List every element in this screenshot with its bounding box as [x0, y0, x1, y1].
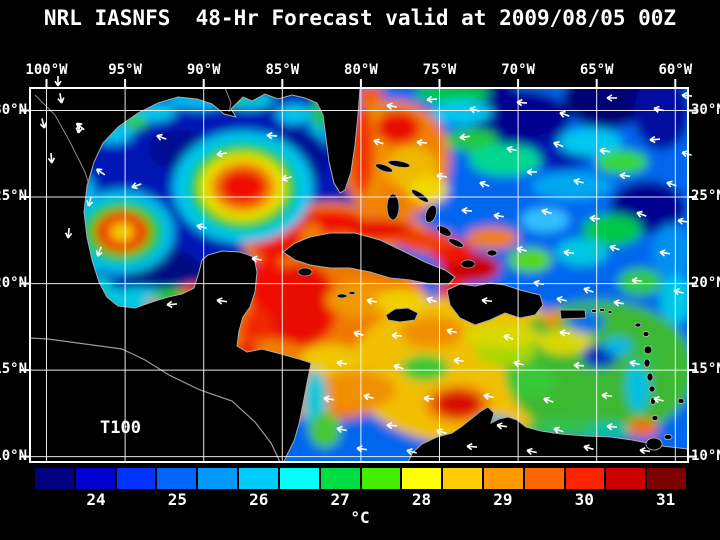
cayman-islands [336, 291, 356, 299]
land-north-america [30, 88, 360, 462]
lon-label: 90°W [186, 62, 221, 78]
land-hispaniola [446, 282, 544, 326]
colorbar-tick-label: 24 [86, 490, 106, 509]
lat-label-left: 30°N [0, 101, 27, 118]
colorbar-tick-label: 27 [330, 490, 350, 509]
land-south-america [408, 407, 688, 462]
colorbar-segment-2 [116, 468, 156, 489]
map-frame [29, 87, 689, 463]
lon-label: 65°W [579, 62, 614, 78]
lon-label: 75°W [422, 62, 457, 78]
river-lines [34, 88, 232, 189]
land-isla-juventud [297, 267, 313, 277]
colorbar-segment-3 [157, 468, 197, 489]
longitude-axis: 100°W 95°W 90°W 85°W 80°W 75°W 70°W 65°W 60°W [0, 62, 720, 80]
land-cuba [282, 232, 456, 286]
lon-label: 95°W [108, 62, 142, 78]
lon-label: 100°W [25, 62, 68, 78]
colorbar-segment-15 [647, 468, 686, 489]
latitude-axis-left: 30°N 25°N 20°N 15°N 10°N [0, 0, 28, 540]
land-puerto-rico [559, 309, 587, 320]
latitude-axis-right: 30°N 25°N 20°N 15°N 10°N [691, 0, 720, 540]
colorbar-segment-8 [361, 468, 401, 489]
colorbar-segment-1 [75, 468, 115, 489]
colorbar-segment-6 [279, 468, 319, 489]
lat-label-right: 30°N [691, 101, 720, 118]
lon-label: 80°W [344, 62, 378, 78]
colorbar-tick-labels: 24 25 26 27 28 29 30 31 [0, 490, 720, 509]
coastline-pacific [30, 337, 281, 462]
land-masses [30, 88, 688, 462]
lat-label-right: 10°N [691, 447, 720, 464]
tick-marks [21, 79, 697, 458]
coastline-south-america [407, 406, 688, 462]
lat-label-left: 20°N [0, 274, 27, 291]
lat-label-left: 10°N [0, 447, 27, 464]
bahamas-islands [375, 160, 498, 269]
colorbar-unit: °C [350, 508, 370, 527]
colorbar-tick-label: 28 [411, 490, 432, 509]
lon-label: 85°W [265, 62, 300, 78]
colorbar-tick-label: 29 [493, 490, 513, 509]
colorbar-segment-13 [565, 468, 605, 489]
colorbar-segment-12 [524, 468, 564, 489]
colorbar-segment-5 [239, 468, 278, 489]
lat-label-right: 25°N [691, 188, 720, 204]
colorbar-tick-label: 25 [167, 490, 188, 509]
colorbar-segment-10 [443, 468, 482, 489]
colorbar-segment-11 [483, 468, 523, 489]
colorbar-segment-0 [35, 468, 74, 489]
t100-label: T100 [100, 418, 141, 438]
grid-lines [30, 88, 688, 462]
lon-label: 60°W [658, 62, 693, 78]
page-title: NRL IASNFS 48-Hr Forecast valid at 2009/… [43, 6, 677, 30]
colorbar-segment-4 [198, 468, 238, 489]
colorbar [35, 468, 686, 489]
lon-label: 70°W [501, 62, 535, 78]
colorbar-segment-7 [320, 468, 360, 489]
lat-label-right: 20°N [691, 274, 720, 291]
lat-label-right: 15°N [691, 361, 720, 377]
colorbar-segment-14 [606, 468, 646, 489]
colorbar-tick-label: 31 [656, 490, 676, 509]
coastline-north-america [83, 88, 361, 462]
lesser-antilles-islands [591, 308, 685, 451]
colorbar-tick-label: 26 [249, 490, 269, 509]
colorbar-segment-9 [402, 468, 442, 489]
colorbar-tick-label: 30 [574, 490, 594, 509]
land-jamaica [385, 307, 419, 323]
lat-label-left: 25°N [0, 188, 27, 204]
lat-label-left: 15°N [0, 361, 27, 377]
